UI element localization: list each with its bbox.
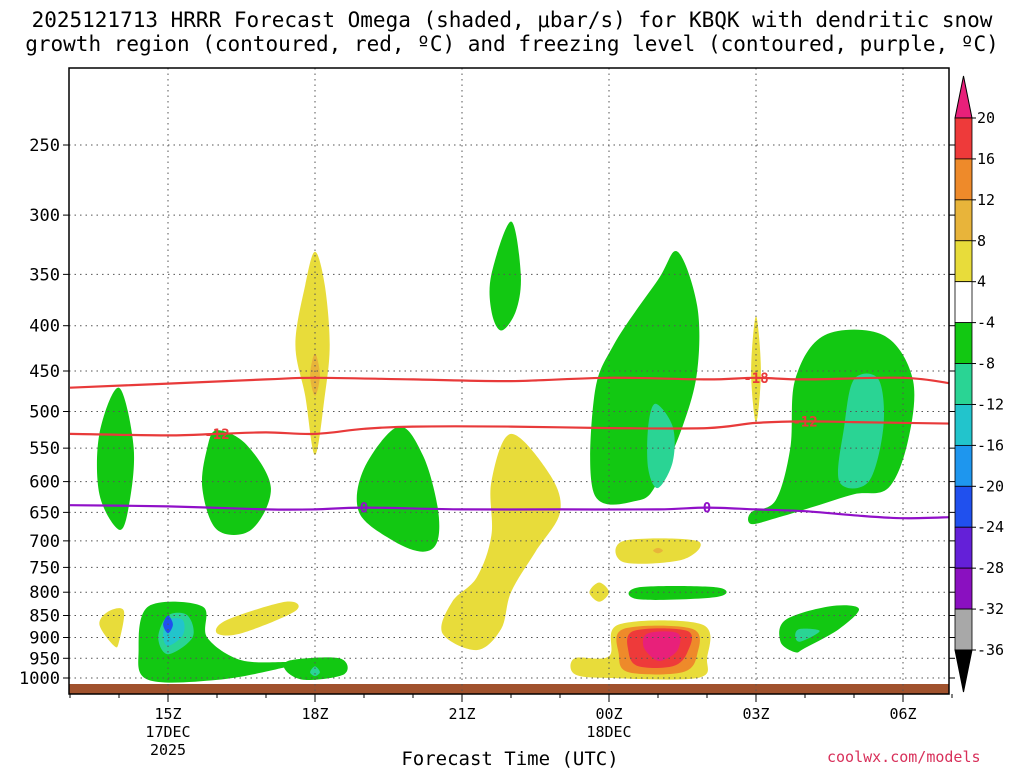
colorbar-band-4 [954, 281, 973, 324]
freezing-level-contour-label-0: 0 [360, 501, 368, 517]
omega-negative-0100-cyan [647, 403, 675, 489]
colorbar: 20 16 12 8 4 -4 -8 -12 -16 -20 -24 -28 -32 -36 [954, 75, 1004, 693]
omega-negative-1400 [96, 387, 135, 530]
omega-negative-1600 [201, 430, 271, 535]
omega-negative-0500 [748, 329, 915, 525]
freezing-level-contour-label-1: 0 [703, 501, 711, 517]
omega-negative-0100-mid [628, 586, 727, 600]
colorbar-band-7 [954, 404, 973, 446]
omega-negative-1800-low-cyan [310, 666, 320, 677]
y-tick-label-800: 800 [29, 583, 60, 603]
colorbar-band-12 [954, 608, 973, 651]
colorbar-label-8: -16 [977, 436, 1004, 454]
x-tick-label-18Z: 18Z [301, 705, 328, 723]
colorbar-label-6: -8 [977, 355, 995, 373]
y-tick-label-300: 300 [29, 206, 60, 226]
colorbar-band-10 [954, 526, 973, 569]
chart-title-line-2: growth region (contoured, red, ºC) and f… [25, 32, 999, 56]
y-tick-label-450: 450 [29, 362, 60, 382]
ground-fill [69, 684, 949, 694]
y-tick-label-600: 600 [29, 473, 60, 493]
y-tick-label-650: 650 [29, 503, 60, 523]
dgz-minus18-contour-label-0: -18 [743, 371, 768, 387]
x-tick-label-00Z: 00Z [595, 705, 622, 723]
omega-negative-0400 [779, 605, 860, 653]
colorbar-label-0: 20 [977, 109, 995, 127]
dgz-minus12-contour-label-1: -12 [792, 414, 817, 430]
y-tick-label-950: 950 [29, 649, 60, 669]
omega-positive-2130 [441, 433, 561, 651]
colorbar-label-5: -4 [977, 314, 995, 332]
freezing-level-contour [69, 504, 949, 520]
colorbar-label-12: -32 [977, 600, 1004, 618]
omega-positive-1630 [215, 601, 299, 636]
colorbar-band-9 [954, 485, 973, 528]
y-axis: 2503003504004505005506006507007508008509… [19, 136, 955, 689]
x-tick-date-15Z: 17DEC [145, 723, 190, 741]
colorbar-label-13: -36 [977, 641, 1004, 659]
y-tick-label-850: 850 [29, 607, 60, 627]
colorbar-band-8 [954, 444, 973, 487]
omega-positive-0000-dot [653, 547, 663, 554]
y-tick-label-350: 350 [29, 265, 60, 285]
colorbar-label-10: -24 [977, 518, 1004, 536]
y-tick-label-500: 500 [29, 403, 60, 423]
x-tick-label-03Z: 03Z [742, 705, 769, 723]
x-axis-label: Forecast Time (UTC) [401, 748, 618, 768]
y-tick-label-900: 900 [29, 628, 60, 648]
dgz-minus12-contour-label-0: -12 [204, 427, 229, 443]
omega-positive-1800-core [310, 353, 320, 396]
omega-positive-1500-left [99, 608, 125, 648]
colorbar-label-3: 8 [977, 232, 986, 250]
grid-lines [69, 68, 949, 694]
x-tick-date-00Z: 18DEC [586, 723, 631, 741]
ground-strip [69, 684, 949, 694]
y-tick-label-400: 400 [29, 317, 60, 337]
omega-negative-2200 [489, 221, 521, 331]
x-tick-year-15Z: 2025 [150, 741, 186, 759]
omega-positive-1800 [295, 251, 330, 456]
credit-text: coolwx.com/models [827, 748, 981, 766]
chart-title-line-1: 2025121713 HRRR Forecast Omega (shaded, … [31, 8, 993, 32]
colorbar-label-9: -20 [977, 477, 1004, 495]
colorbar-band-0 [954, 117, 973, 160]
x-tick-label-06Z: 06Z [889, 705, 916, 723]
y-tick-label-250: 250 [29, 136, 60, 156]
dgz-minus18-contour [69, 376, 949, 389]
dgz-minus12-contour [69, 420, 949, 437]
omega-negative-0400-cyan [795, 628, 820, 642]
colorbar-band-3 [954, 240, 973, 283]
omega-negative-1930 [356, 426, 440, 552]
colorbar-band-2 [954, 199, 973, 242]
y-tick-label-1000: 1000 [19, 669, 60, 689]
omega-positive-0000-small [589, 582, 609, 602]
omega-negative-0500-cyan [837, 373, 884, 489]
colorbar-label-11: -28 [977, 559, 1004, 577]
colorbar-top-arrow [954, 75, 973, 119]
colorbar-band-11 [954, 567, 973, 610]
plot-frame [68, 67, 950, 695]
colorbar-band-5 [954, 322, 973, 364]
omega-shading [96, 221, 915, 683]
contour-labels: -18 -12 -12 0 0 [204, 371, 817, 517]
colorbar-label-7: -12 [977, 395, 1004, 413]
y-tick-label-750: 750 [29, 558, 60, 578]
colorbar-band-1 [954, 158, 973, 201]
colorbar-label-4: 4 [977, 273, 986, 291]
y-tick-label-700: 700 [29, 532, 60, 552]
colorbar-label-1: 16 [977, 150, 995, 168]
x-tick-label-21Z: 21Z [448, 705, 475, 723]
colorbar-bottom-arrow [954, 649, 973, 693]
x-tick-label-15Z: 15Z [154, 705, 181, 723]
colorbar-band-6 [954, 363, 973, 405]
colorbar-label-2: 12 [977, 191, 995, 209]
contour-lines [69, 376, 949, 520]
omega-positive-0100-core [642, 631, 681, 661]
y-tick-label-550: 550 [29, 439, 60, 459]
omega-positive-0300 [751, 316, 761, 423]
